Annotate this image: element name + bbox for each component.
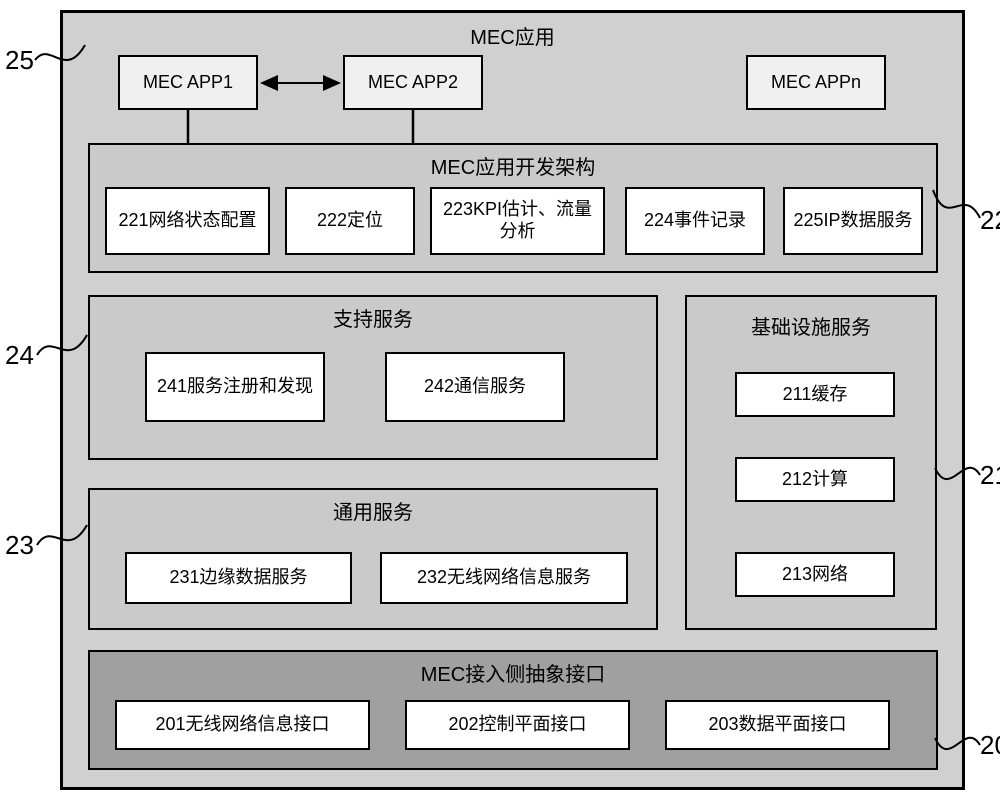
group-generic: 通用服务 231边缘数据服务 232无线网络信息服务 xyxy=(88,488,658,630)
node-232: 232无线网络信息服务 xyxy=(380,552,628,604)
infra-title: 基础设施服务 xyxy=(687,311,935,340)
node-242: 242通信服务 xyxy=(385,352,565,422)
callout-23: 23 xyxy=(5,530,34,561)
callout-25: 25 xyxy=(5,45,34,76)
diagram-stage: MEC应用 MEC APP1 MEC APP2 MEC APPn xyxy=(60,10,965,790)
outer-container: MEC应用 MEC APP1 MEC APP2 MEC APPn xyxy=(60,10,965,790)
callout-20: 20 xyxy=(980,730,1000,761)
node-211: 211缓存 xyxy=(735,372,895,417)
node-231: 231边缘数据服务 xyxy=(125,552,352,604)
dev-arch-title: MEC应用开发架构 xyxy=(90,151,936,180)
node-221: 221网络状态配置 xyxy=(105,187,270,255)
callout-21: 21 xyxy=(980,460,1000,491)
appn-label: MEC APPn xyxy=(771,72,861,94)
conn-app1-devarch xyxy=(186,110,190,143)
callout-24: 24 xyxy=(5,340,34,371)
app-box-n: MEC APPn xyxy=(746,55,886,110)
node-223: 223KPI估计、流量分析 xyxy=(430,187,605,255)
app-box-2: MEC APP2 xyxy=(343,55,483,110)
app1-label: MEC APP1 xyxy=(143,72,233,94)
app2-label: MEC APP2 xyxy=(368,72,458,94)
node-203: 203数据平面接口 xyxy=(665,700,890,750)
generic-title: 通用服务 xyxy=(90,496,656,525)
conn-app2-devarch xyxy=(411,110,415,143)
group-infra: 基础设施服务 211缓存 212计算 213网络 xyxy=(685,295,937,630)
app-box-1: MEC APP1 xyxy=(118,55,258,110)
group-dev-arch: MEC应用开发架构 221网络状态配置 222定位 223KPI估计、流量分析 … xyxy=(88,143,938,273)
node-212: 212计算 xyxy=(735,457,895,502)
node-225: 225IP数据服务 xyxy=(783,187,923,255)
callout-22: 22 xyxy=(980,205,1000,236)
group-support: 支持服务 241服务注册和发现 242通信服务 xyxy=(88,295,658,460)
arrow-app1-app2 xyxy=(258,73,343,93)
group-access: MEC接入侧抽象接口 201无线网络信息接口 202控制平面接口 203数据平面… xyxy=(88,650,938,770)
node-241: 241服务注册和发现 xyxy=(145,352,325,422)
node-202: 202控制平面接口 xyxy=(405,700,630,750)
node-222: 222定位 xyxy=(285,187,415,255)
access-title: MEC接入侧抽象接口 xyxy=(90,658,936,687)
node-213: 213网络 xyxy=(735,552,895,597)
node-201: 201无线网络信息接口 xyxy=(115,700,370,750)
node-224: 224事件记录 xyxy=(625,187,765,255)
support-title: 支持服务 xyxy=(90,303,656,332)
outer-title: MEC应用 xyxy=(63,21,962,50)
